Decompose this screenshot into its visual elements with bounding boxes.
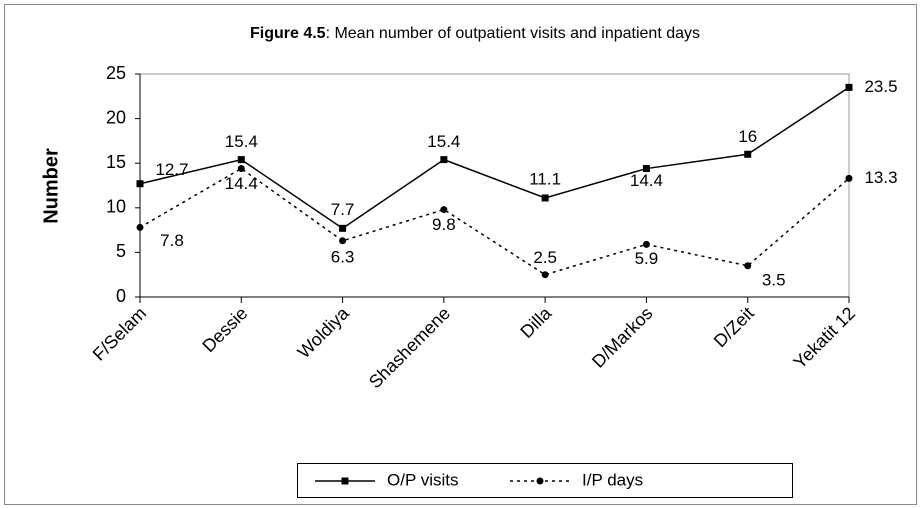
legend-marker — [536, 477, 544, 485]
y-tick-label: 10 — [106, 197, 126, 217]
data-label: 9.8 — [432, 215, 456, 234]
legend-marker — [341, 477, 349, 485]
legend-label: O/P visits — [387, 470, 458, 489]
data-label: 15.4 — [427, 132, 460, 151]
point — [237, 156, 245, 164]
point — [642, 165, 650, 173]
point — [541, 194, 549, 202]
series-line — [139, 86, 850, 230]
data-label: 3.5 — [762, 270, 786, 289]
y-tick-label: 5 — [116, 241, 126, 261]
point — [744, 150, 752, 158]
legend-label: I/P days — [582, 470, 643, 489]
y-axis-label: Number — [40, 148, 62, 224]
point — [237, 165, 245, 173]
chart-frame — [4, 4, 917, 505]
data-label: 13.3 — [864, 168, 897, 187]
y-tick-label: 25 — [106, 63, 126, 83]
data-label: 12.7 — [155, 160, 188, 179]
data-label: 11.1 — [529, 169, 561, 188]
data-label: 14.4 — [225, 174, 258, 193]
chart-title: Figure 4.5: Mean number of outpatient vi… — [250, 25, 700, 42]
point — [744, 262, 752, 270]
data-label: 14.4 — [630, 171, 663, 190]
data-label: 2.5 — [533, 248, 557, 267]
y-tick-label: 0 — [116, 286, 126, 306]
data-label: 7.7 — [331, 200, 355, 219]
point — [339, 237, 347, 245]
series-line — [139, 167, 850, 276]
data-label: 16 — [738, 127, 757, 146]
data-label: 23.5 — [864, 77, 897, 96]
point — [541, 271, 549, 279]
data-label: 7.8 — [160, 231, 184, 250]
point — [440, 156, 448, 164]
data-label: 5.9 — [635, 249, 659, 268]
point — [440, 206, 448, 214]
data-label: 6.3 — [331, 247, 355, 266]
point — [845, 83, 853, 91]
point — [642, 240, 650, 248]
point — [136, 223, 144, 231]
point — [136, 180, 144, 188]
y-tick-label: 15 — [106, 152, 126, 172]
point — [339, 224, 347, 232]
data-label: 15.4 — [225, 132, 258, 151]
point — [845, 174, 853, 182]
y-tick-label: 20 — [106, 107, 126, 127]
